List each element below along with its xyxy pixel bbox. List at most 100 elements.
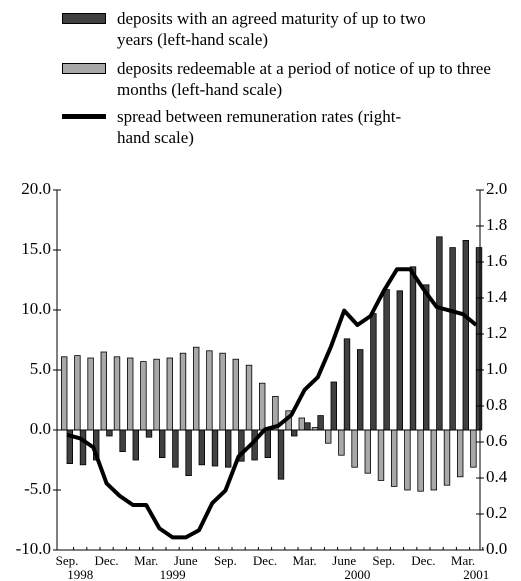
y-tick-label: 5.0: [30, 359, 51, 378]
bar: [356, 349, 364, 431]
bar: [211, 429, 219, 467]
y2-tick-label: 2.0: [486, 179, 507, 198]
x-tick-label: Dec.: [95, 553, 119, 568]
bar: [192, 346, 200, 431]
bar: [304, 422, 311, 431]
x-tick-label: Mar.: [451, 553, 475, 568]
y-tick-label: 0.0: [30, 419, 51, 438]
bar: [443, 429, 451, 486]
bar: [298, 417, 305, 431]
x-tick-label: Sep.: [56, 553, 79, 568]
bar: [153, 358, 160, 431]
legend-swatch: [62, 63, 106, 74]
bar: [470, 429, 477, 468]
year-label: 2000: [344, 567, 370, 581]
y2-tick-label: 1.0: [486, 359, 507, 378]
bar: [370, 313, 377, 431]
bar: [166, 357, 173, 431]
bar: [245, 364, 253, 431]
bar: [198, 429, 205, 466]
bar: [206, 350, 213, 431]
bar: [324, 429, 332, 444]
legend-swatch: [62, 13, 106, 24]
bar: [317, 415, 324, 431]
y2-tick-label: 1.8: [486, 215, 507, 234]
bar: [185, 429, 192, 476]
bar: [258, 382, 266, 431]
y-tick-label: -5.0: [24, 479, 51, 498]
bar: [343, 338, 351, 431]
bar: [119, 429, 126, 453]
year-label: 2001: [463, 567, 489, 581]
bar: [132, 429, 139, 461]
bar: [106, 429, 113, 437]
y2-tick-label: 1.4: [486, 287, 508, 306]
bar: [462, 239, 469, 431]
legend-item: spread between remuneration rates (right…: [62, 106, 427, 148]
bar: [87, 357, 94, 431]
bar: [430, 429, 437, 491]
bar: [100, 351, 107, 431]
legend-swatch: [62, 114, 106, 119]
year-label: 1999: [160, 567, 186, 581]
y2-tick-label: 1.2: [486, 323, 507, 342]
x-tick-label: Dec.: [411, 553, 435, 568]
bar: [409, 266, 417, 431]
bar: [390, 429, 398, 487]
x-tick-label: Mar.: [134, 553, 158, 568]
bar: [145, 429, 153, 438]
bar: [290, 429, 298, 437]
x-tick-label: Sep.: [214, 553, 237, 568]
bar: [219, 352, 226, 431]
x-tick-label: Mar.: [292, 553, 316, 568]
bar: [127, 357, 134, 431]
legend-label: deposits with an agreed maturity of up t…: [117, 9, 426, 49]
y2-tick-label: 0.6: [486, 431, 507, 450]
bar: [158, 429, 166, 459]
y-tick-label: -10.0: [16, 539, 51, 558]
y-tick-label: 20.0: [21, 179, 51, 198]
bar: [436, 236, 443, 431]
legend-item: deposits with an agreed maturity of up t…: [62, 8, 437, 50]
bar: [456, 429, 464, 478]
bar: [383, 289, 390, 431]
legend-label: spread between remuneration rates (right…: [117, 107, 402, 147]
bar: [396, 290, 403, 431]
y-tick-label: 15.0: [21, 239, 51, 258]
y2-tick-label: 0.8: [486, 395, 507, 414]
legend-label: deposits redeemable at a period of notic…: [117, 59, 491, 99]
bar: [449, 247, 456, 431]
bar: [404, 429, 411, 491]
bar: [113, 356, 121, 431]
bar: [172, 429, 179, 468]
bar: [264, 429, 271, 459]
spread-line: [66, 267, 478, 540]
bar: [364, 429, 371, 474]
bar: [330, 381, 337, 431]
legend-item: deposits redeemable at a period of notic…: [62, 58, 521, 100]
x-tick-label: Dec.: [253, 553, 277, 568]
bar: [61, 356, 68, 431]
bar: [417, 429, 424, 492]
x-tick-label: June: [174, 553, 198, 568]
bar: [377, 429, 385, 481]
bar: [475, 247, 483, 431]
bar: [422, 284, 430, 431]
bar: [232, 358, 239, 431]
bar: [351, 429, 358, 468]
y2-tick-label: 0.0: [486, 539, 507, 558]
y2-tick-label: 1.6: [486, 251, 507, 270]
y2-tick-label: 0.4: [486, 467, 508, 486]
bar: [79, 429, 87, 466]
year-label: 1998: [67, 567, 93, 581]
y2-tick-label: 0.2: [486, 503, 507, 522]
bar: [224, 429, 232, 468]
bar: [140, 361, 147, 431]
x-tick-label: Sep.: [372, 553, 395, 568]
bar: [74, 355, 81, 431]
x-tick-label: June: [332, 553, 356, 568]
bar: [338, 429, 345, 456]
bar: [277, 429, 285, 480]
